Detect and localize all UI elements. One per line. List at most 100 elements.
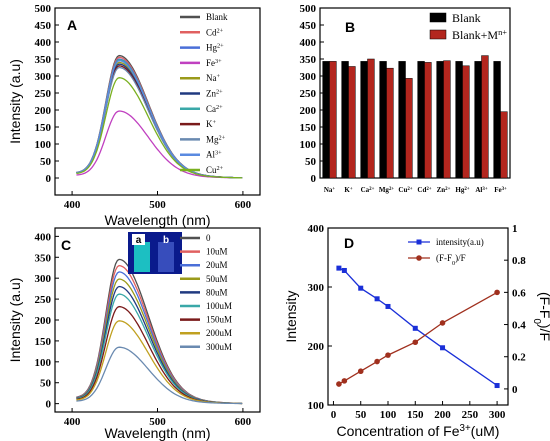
x-axis-label: Wavelength (nm) <box>104 425 210 441</box>
x-tick-label: 150 <box>407 409 424 421</box>
x-tick-label: 0 <box>331 409 337 421</box>
legend-label: Cu2+ <box>206 165 224 176</box>
data-point <box>358 285 364 291</box>
data-point <box>341 378 348 384</box>
panel-d: 100 200 300 400 0 0.2 0.4 0.6 0.8 1 0 50 100 150 200 25… <box>283 223 550 439</box>
category-label: Al3+ <box>475 186 487 194</box>
bar <box>424 62 432 179</box>
legend-label: 20uM <box>206 260 228 270</box>
legend-label: Cd2+ <box>206 27 224 38</box>
data-point <box>412 339 419 346</box>
data-point <box>385 303 391 309</box>
bar <box>500 111 508 179</box>
bar <box>348 66 356 179</box>
vial-a-tag <box>132 234 145 245</box>
bar <box>417 61 425 179</box>
legend-label: Mg2+ <box>206 134 226 145</box>
legend-label: Blank <box>206 12 228 22</box>
vial-b-image <box>158 242 174 272</box>
y-axis-label: Intensity (a.u) <box>7 278 23 363</box>
data-point <box>374 296 380 302</box>
panel-label: C <box>61 237 71 253</box>
data-point <box>440 345 446 351</box>
data-point <box>385 352 391 358</box>
y-tick-label: 350 <box>300 54 317 66</box>
panel-a: 0 50 100 150 200 250 300 350 400 450 500 400 500 600 I… <box>7 3 261 228</box>
legend-label: Na+ <box>206 73 221 84</box>
y-tick-label: 300 <box>300 71 317 83</box>
y-tick-label: 250 <box>35 88 52 100</box>
y-tick-label: 50 <box>40 378 52 390</box>
plot-frame <box>327 227 509 406</box>
data-point <box>412 325 418 331</box>
bar <box>367 58 375 179</box>
y-tick-label: 350 <box>35 54 52 66</box>
legend-label: 150uM <box>206 315 232 325</box>
x-tick-label: 600 <box>235 199 252 211</box>
x-tick-label: 400 <box>64 199 81 211</box>
bar <box>474 61 482 179</box>
data-point <box>336 265 342 271</box>
x-tick-label: 600 <box>235 416 252 428</box>
y-tick-label: 300 <box>308 282 325 294</box>
y-tick-label: 450 <box>300 20 317 32</box>
legend-label: Al3+ <box>206 149 222 160</box>
y-right-tick-label: 0.6 <box>512 287 526 299</box>
y-tick-label: 100 <box>308 400 325 412</box>
category-label: Cd2+ <box>417 186 431 194</box>
legend-label: Zn2+ <box>206 88 223 99</box>
legend-label: 300uM <box>206 342 232 352</box>
series-line <box>338 291 498 385</box>
bar <box>360 61 368 179</box>
y-tick-label: 400 <box>300 37 317 49</box>
y-right-tick-label: 0.4 <box>512 320 526 332</box>
category-label: Na+ <box>324 186 336 194</box>
legend-swatch <box>429 29 447 40</box>
spectrum-line <box>76 61 243 179</box>
legend-label: Hg2+ <box>206 42 224 53</box>
y-tick-label: 400 <box>308 223 325 235</box>
data-point <box>357 368 364 375</box>
bar <box>455 61 463 179</box>
y-tick-label: 0 <box>311 173 317 185</box>
y-tick-label: 250 <box>300 88 317 100</box>
legend-label: 80uM <box>206 287 228 297</box>
x-tick-label: 100 <box>380 409 397 421</box>
x-axis-label: Wavelength (nm) <box>104 212 210 228</box>
x-axis-label: Concentration of Fe3+(uM) <box>337 423 500 440</box>
legend-label: (F-F0)/F <box>436 253 466 267</box>
panel-b: 0 50 100 150 200 250 300 350 400 450 500 Na+ K+ Ca2+ M… <box>300 3 511 194</box>
y-right-tick-label: 0.2 <box>512 352 526 364</box>
legend-label: intensity(a.u) <box>436 237 484 247</box>
x-tick-label: 500 <box>149 199 166 211</box>
bar <box>386 67 394 179</box>
y-tick-label: 400 <box>35 231 52 243</box>
legend-label: 200uM <box>206 328 232 338</box>
bar <box>329 61 337 179</box>
category-label: Mg2+ <box>379 186 395 194</box>
legend-label: Ca2+ <box>206 103 223 114</box>
legend-label: 100uM <box>206 301 232 311</box>
x-tick-label: 400 <box>64 416 81 428</box>
legend-swatch <box>429 12 447 23</box>
panel-label: A <box>67 17 77 33</box>
y-tick-label: 200 <box>308 341 325 353</box>
spectrum-line <box>76 77 243 179</box>
y-tick-label: 300 <box>35 273 52 285</box>
y-tick-label: 200 <box>35 315 52 327</box>
bar <box>341 61 349 179</box>
legend-marker <box>416 239 422 245</box>
spectrum-line <box>76 63 243 179</box>
bar <box>462 65 470 179</box>
y-tick-label: 100 <box>35 139 52 151</box>
bar <box>493 61 501 179</box>
data-point <box>494 383 500 389</box>
bar <box>398 61 406 179</box>
y-tick-label: 0 <box>46 173 52 185</box>
y-tick-label: 100 <box>35 357 52 369</box>
plot-frame <box>54 7 261 196</box>
legend-label: 0 <box>206 233 211 243</box>
legend-label: Blank <box>452 11 481 25</box>
category-label: Fe3+ <box>494 186 507 194</box>
